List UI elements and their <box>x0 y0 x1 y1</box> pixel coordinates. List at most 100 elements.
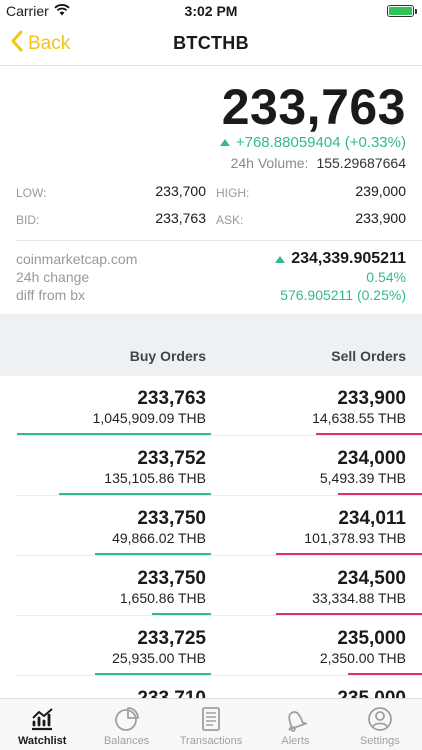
high-label: HIGH: <box>216 186 250 200</box>
cmc-source-link[interactable]: coinmarketcap.com <box>16 251 138 267</box>
bid-label: BID: <box>16 213 40 227</box>
arrow-up-icon <box>219 139 230 146</box>
sell-order-price: 233,900 <box>337 388 406 409</box>
cmc-values: 234,339.905211 0.54% 576.905211 (0.25%) <box>275 250 406 304</box>
sell-orders-header: Sell Orders <box>331 348 406 364</box>
buy-depth-bar <box>17 433 211 435</box>
order-row: 233,763 1,045,909.09 THB 233,900 14,638.55 … <box>0 376 422 436</box>
orders-header-band <box>0 314 422 376</box>
buy-orders-header: Buy Orders <box>129 348 206 364</box>
sell-depth-bar <box>276 613 422 615</box>
buy-order-cell[interactable]: 233,763 1,045,909.09 THB <box>0 376 211 436</box>
buy-order-price: 233,710 <box>137 688 206 698</box>
tab-label-alerts: Alerts <box>281 735 310 747</box>
tab-label-transactions: Transactions <box>179 735 243 747</box>
buy-order-price: 233,763 <box>137 388 206 409</box>
cmc-price-line: 234,339.905211 <box>275 250 406 268</box>
chart-line-icon <box>32 708 53 731</box>
tab-balances[interactable]: Balances <box>84 699 168 750</box>
price-change: +768.88059404 (+0.33%) <box>219 134 406 151</box>
status-left: Carrier <box>6 3 70 19</box>
order-row: 233,750 1,650.86 THB 234,500 33,334.88 THB <box>0 556 422 616</box>
row-divider <box>16 615 422 616</box>
volume-line: 24h Volume: 155.29687664 <box>231 155 406 171</box>
cmc-change-label: 24h change <box>16 269 90 285</box>
bid-value: 233,763 <box>155 210 206 226</box>
buy-order-cell[interactable]: 233,752 135,105.86 THB <box>0 436 211 496</box>
sell-order-cell[interactable]: 234,000 5,493.39 THB <box>211 436 422 496</box>
cmc-diff-value: 576.905211 (0.25%) <box>280 287 406 303</box>
sell-order-amount: 2,350.00 THB <box>319 650 406 666</box>
tab-watchlist[interactable]: Watchlist <box>0 699 84 750</box>
sell-order-price: 235,000 <box>337 688 406 698</box>
document-list-icon <box>202 707 220 731</box>
high-value: 239,000 <box>355 183 406 199</box>
cmc-change-value: 0.54% <box>366 269 406 285</box>
volume-value: 155.29687664 <box>316 155 406 171</box>
page-title: BTCTHB <box>173 33 249 53</box>
buy-order-price: 233,752 <box>137 448 206 469</box>
buy-order-price: 233,725 <box>137 628 206 649</box>
ask-value: 233,900 <box>355 210 406 226</box>
ask-label: ASK: <box>216 213 244 227</box>
order-row: 233,752 135,105.86 THB 234,000 5,493.39 THB <box>0 436 422 496</box>
tab-transactions[interactable]: Transactions <box>169 699 253 750</box>
buy-order-price: 233,750 <box>137 508 206 529</box>
row-divider <box>16 435 422 436</box>
sell-order-cell[interactable]: 234,011 101,378.93 THB <box>211 496 422 556</box>
buy-order-amount: 1,045,909.09 THB <box>92 410 206 426</box>
battery-icon <box>387 5 417 17</box>
sell-order-price: 234,011 <box>338 508 406 529</box>
buy-order-amount: 1,650.86 THB <box>119 590 206 606</box>
buy-order-cell[interactable]: 233,750 1,650.86 THB <box>0 556 211 616</box>
sell-order-price: 234,500 <box>337 568 406 589</box>
sell-order-amount: 5,493.39 THB <box>319 470 406 486</box>
tab-alerts[interactable]: Alerts <box>253 699 337 750</box>
buy-order-cell[interactable]: 233,750 49,866.02 THB <box>0 496 211 556</box>
sell-order-cell[interactable]: 235,000 <box>211 676 422 698</box>
cmc-diff-label: diff from bx <box>16 287 85 303</box>
sell-order-amount: 33,334.88 THB <box>312 590 406 606</box>
sell-order-amount: 14,638.55 THB <box>312 410 406 426</box>
sell-order-cell[interactable]: 234,500 33,334.88 THB <box>211 556 422 616</box>
sell-order-price: 234,000 <box>337 448 406 469</box>
sell-depth-bar <box>348 673 422 675</box>
market-stats: LOW: 233,700 HIGH: 239,000 BID: 233,763 … <box>16 183 406 237</box>
buy-depth-bar <box>59 493 211 495</box>
tab-label-settings: Settings <box>359 735 400 747</box>
sell-depth-bar <box>338 493 422 495</box>
buy-depth-bar <box>152 613 211 615</box>
pie-chart-icon <box>114 707 139 731</box>
buy-order-price: 233,750 <box>137 568 206 589</box>
chevron-left-icon <box>10 30 24 58</box>
back-button[interactable]: Back <box>10 30 70 58</box>
order-book[interactable]: 233,763 1,045,909.09 THB 233,900 14,638.55 … <box>0 376 422 698</box>
last-price: 233,763 <box>221 79 406 135</box>
sell-depth-bar <box>276 553 422 555</box>
price-change-value: +768.88059404 (+0.33%) <box>235 134 406 151</box>
stat-row-bid-ask: BID: 233,763 ASK: 233,900 <box>16 210 406 237</box>
order-row: 233,750 49,866.02 THB 234,011 101,378.93 TH… <box>0 496 422 556</box>
arrow-up-icon <box>275 255 286 263</box>
buy-order-cell[interactable]: 233,725 25,935.00 THB <box>0 616 211 676</box>
buy-order-amount: 49,866.02 THB <box>112 530 206 546</box>
status-time: 3:02 PM <box>184 3 238 19</box>
stat-row-low-high: LOW: 233,700 HIGH: 239,000 <box>16 183 406 210</box>
order-row: 233,725 25,935.00 THB 235,000 2,350.00 THB <box>0 616 422 676</box>
bell-icon <box>288 711 308 732</box>
cmc-labels: coinmarketcap.com 24h change diff from b… <box>16 250 137 304</box>
tab-label-balances: Balances <box>103 735 150 747</box>
sell-depth-bar <box>316 433 422 435</box>
low-label: LOW: <box>16 186 47 200</box>
low-value: 233,700 <box>155 183 206 199</box>
sell-order-cell[interactable]: 235,000 2,350.00 THB <box>211 616 422 676</box>
divider <box>16 240 422 241</box>
buy-depth-bar <box>95 553 211 555</box>
buy-depth-bar <box>95 673 211 675</box>
back-label: Back <box>28 33 71 54</box>
sell-order-price: 235,000 <box>337 628 406 649</box>
tab-settings[interactable]: Settings <box>338 699 422 750</box>
buy-order-cell[interactable]: 233,710 <box>0 676 211 698</box>
buy-order-amount: 25,935.00 THB <box>112 650 206 666</box>
sell-order-cell[interactable]: 233,900 14,638.55 THB <box>211 376 422 436</box>
